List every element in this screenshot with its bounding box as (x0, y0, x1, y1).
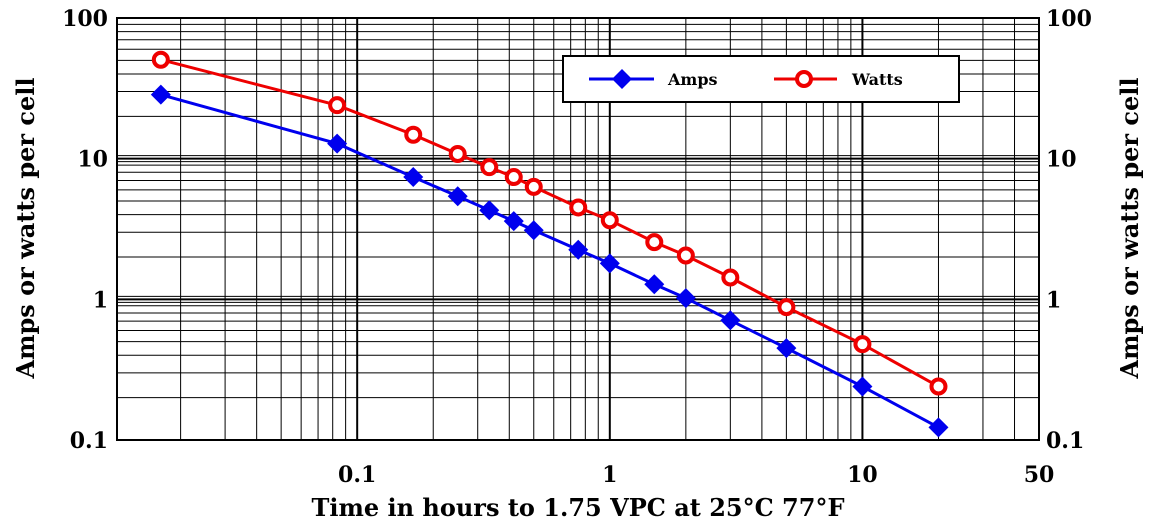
x-tick-label: 50 (1024, 462, 1055, 488)
series-layer (150, 50, 949, 438)
plot-frame (116, 17, 1040, 441)
y-tick-label-left: 0.1 (70, 428, 108, 454)
amps-point (720, 310, 741, 331)
amps-point (150, 84, 171, 105)
watts-point (929, 377, 948, 396)
amps-point (523, 220, 544, 241)
watts-point (645, 233, 664, 252)
amps-point (599, 253, 620, 274)
watts-point (151, 50, 170, 69)
y-tick-labels: 0.1 0.1 1 1 10 10 100 100 (62, 6, 1092, 454)
y-tick-label-right: 1 (1046, 287, 1061, 313)
amps-point (447, 186, 468, 207)
amps-series-line (160, 93, 940, 429)
watts-point (524, 177, 543, 196)
watts-point (504, 168, 523, 187)
watts-point (600, 211, 619, 230)
y-tick-label-right: 100 (1046, 6, 1092, 32)
watts-point (569, 198, 588, 217)
x-tick-label: 1 (602, 462, 617, 488)
watts-series-line (160, 58, 940, 388)
watts-point (676, 246, 695, 265)
legend-amps-marker (612, 69, 632, 89)
amps-point (675, 288, 696, 309)
y-tick-label-right: 0.1 (1046, 428, 1084, 454)
x-tick-labels: 0.1 1 10 50 (338, 462, 1054, 488)
y-tick-label-left: 100 (62, 6, 108, 32)
watts-point (404, 125, 423, 144)
amps-point (852, 376, 873, 397)
amps-point (928, 417, 949, 438)
y-tick-label-left: 1 (93, 287, 108, 313)
watts-point (480, 158, 499, 177)
amps-point (568, 239, 589, 260)
watts-point (777, 298, 796, 317)
amps-point (403, 167, 424, 188)
watts-point (853, 335, 872, 354)
amps-point (503, 211, 524, 232)
legend-watts-marker (795, 70, 813, 88)
amps-point (776, 338, 797, 359)
y-tick-label-right: 10 (1046, 147, 1077, 173)
watts-point (328, 96, 347, 115)
legend-amps-label: Amps (667, 70, 718, 89)
x-tick-label: 10 (847, 462, 878, 488)
y-axis-title-right: Amps or watts per cell (1115, 77, 1144, 379)
x-axis-title: Time in hours to 1.75 VPC at 25°C 77°F (311, 493, 844, 522)
watts-point (448, 144, 467, 163)
y-tick-label-left: 10 (77, 147, 108, 173)
amps-point (644, 274, 665, 295)
watts-point (721, 268, 740, 287)
x-tick-label: 0.1 (338, 462, 376, 488)
amps-point (479, 200, 500, 221)
amps-point (327, 133, 348, 154)
legend-watts-label: Watts (851, 70, 903, 89)
y-axis-title-left: Amps or watts per cell (11, 77, 40, 379)
legend: Amps Watts (562, 55, 960, 103)
